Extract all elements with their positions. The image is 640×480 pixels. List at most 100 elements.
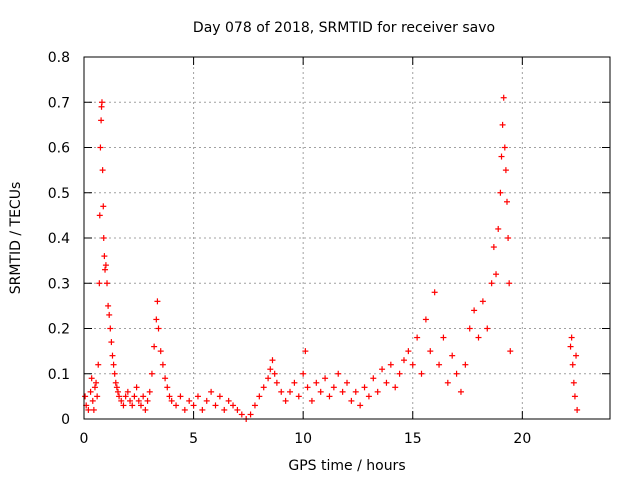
data-point — [111, 370, 118, 377]
y-tick-label: 0.1 — [48, 367, 70, 383]
data-point — [93, 379, 100, 386]
data-point — [475, 334, 482, 341]
data-point — [348, 397, 355, 404]
data-point — [100, 203, 107, 210]
data-point — [339, 388, 346, 395]
data-point — [96, 280, 103, 287]
data-point — [135, 397, 142, 404]
data-point — [88, 375, 95, 382]
data-point — [490, 244, 497, 251]
data-point — [137, 402, 144, 409]
data-point — [144, 397, 151, 404]
data-point — [573, 352, 580, 359]
data-point — [392, 384, 399, 391]
data-point — [503, 198, 510, 205]
data-point — [440, 334, 447, 341]
data-point — [113, 384, 120, 391]
data-point — [330, 384, 337, 391]
y-axis-label: SRMTID / TECUs — [8, 182, 24, 295]
data-point — [499, 121, 506, 128]
data-point — [99, 167, 106, 174]
data-point — [108, 339, 115, 346]
data-point — [449, 352, 456, 359]
x-tick-label: 20 — [513, 431, 531, 447]
data-point — [155, 325, 162, 332]
data-point — [89, 397, 96, 404]
data-point — [186, 397, 193, 404]
data-point — [479, 298, 486, 305]
data-point — [194, 393, 201, 400]
data-point — [265, 375, 272, 382]
data-point — [118, 397, 125, 404]
x-axis-label: GPS time / hours — [288, 458, 405, 474]
axis-ticks: 0 0.1 0.2 0.3 0.4 0.5 0.6 0.7 0.8 0 5 10 15 20 — [48, 50, 610, 447]
x-tick-label: 0 — [80, 431, 89, 447]
data-point — [110, 361, 117, 368]
data-point — [267, 366, 274, 373]
data-point — [436, 361, 443, 368]
data-point — [142, 406, 149, 413]
data-point — [278, 388, 285, 395]
data-point — [495, 225, 502, 232]
data-point — [154, 298, 161, 305]
grid — [84, 57, 610, 419]
data-point — [159, 361, 166, 368]
data-point — [500, 94, 507, 101]
data-point — [203, 397, 210, 404]
data-point — [98, 99, 105, 106]
data-point — [570, 379, 577, 386]
data-point — [148, 370, 155, 377]
data-point — [335, 370, 342, 377]
data-point — [153, 316, 160, 323]
x-tick-label: 5 — [189, 431, 198, 447]
data-point — [97, 144, 104, 151]
data-point — [116, 393, 123, 400]
data-point — [208, 388, 215, 395]
data-point — [109, 352, 116, 359]
data-point — [101, 253, 108, 260]
data-point — [260, 384, 267, 391]
data-point — [131, 393, 138, 400]
data-point — [370, 375, 377, 382]
data-point — [357, 402, 364, 409]
data-point — [488, 280, 495, 287]
data-point — [295, 393, 302, 400]
data-point — [221, 406, 228, 413]
data-point — [387, 361, 394, 368]
x-tick-label: 10 — [294, 431, 312, 447]
data-point — [102, 262, 109, 269]
y-tick-label: 0.8 — [48, 50, 70, 66]
data-point — [251, 402, 258, 409]
data-point — [422, 316, 429, 323]
data-point — [302, 348, 309, 355]
data-point — [374, 388, 381, 395]
data-point — [230, 402, 237, 409]
data-point — [98, 117, 105, 124]
data-point — [104, 280, 111, 287]
y-tick-label: 0.5 — [48, 186, 70, 202]
data-point — [212, 402, 219, 409]
data-point — [304, 384, 311, 391]
data-point — [567, 343, 574, 350]
data-point — [326, 393, 333, 400]
data-point — [177, 393, 184, 400]
data-point — [234, 406, 241, 413]
data-point — [164, 384, 171, 391]
y-tick-label: 0.4 — [48, 231, 70, 247]
data-point — [574, 406, 581, 413]
data-point — [569, 361, 576, 368]
data-point — [247, 411, 254, 418]
data-point — [506, 280, 513, 287]
data-point — [102, 266, 109, 273]
data-point — [396, 370, 403, 377]
data-point — [168, 397, 175, 404]
data-point — [313, 379, 320, 386]
y-tick-label: 0 — [61, 412, 70, 428]
data-point — [400, 357, 407, 364]
data-point — [431, 289, 438, 296]
y-tick-label: 0.7 — [48, 95, 70, 111]
data-point — [273, 379, 280, 386]
data-point — [379, 366, 386, 373]
data-point — [466, 325, 473, 332]
data-point — [162, 375, 169, 382]
